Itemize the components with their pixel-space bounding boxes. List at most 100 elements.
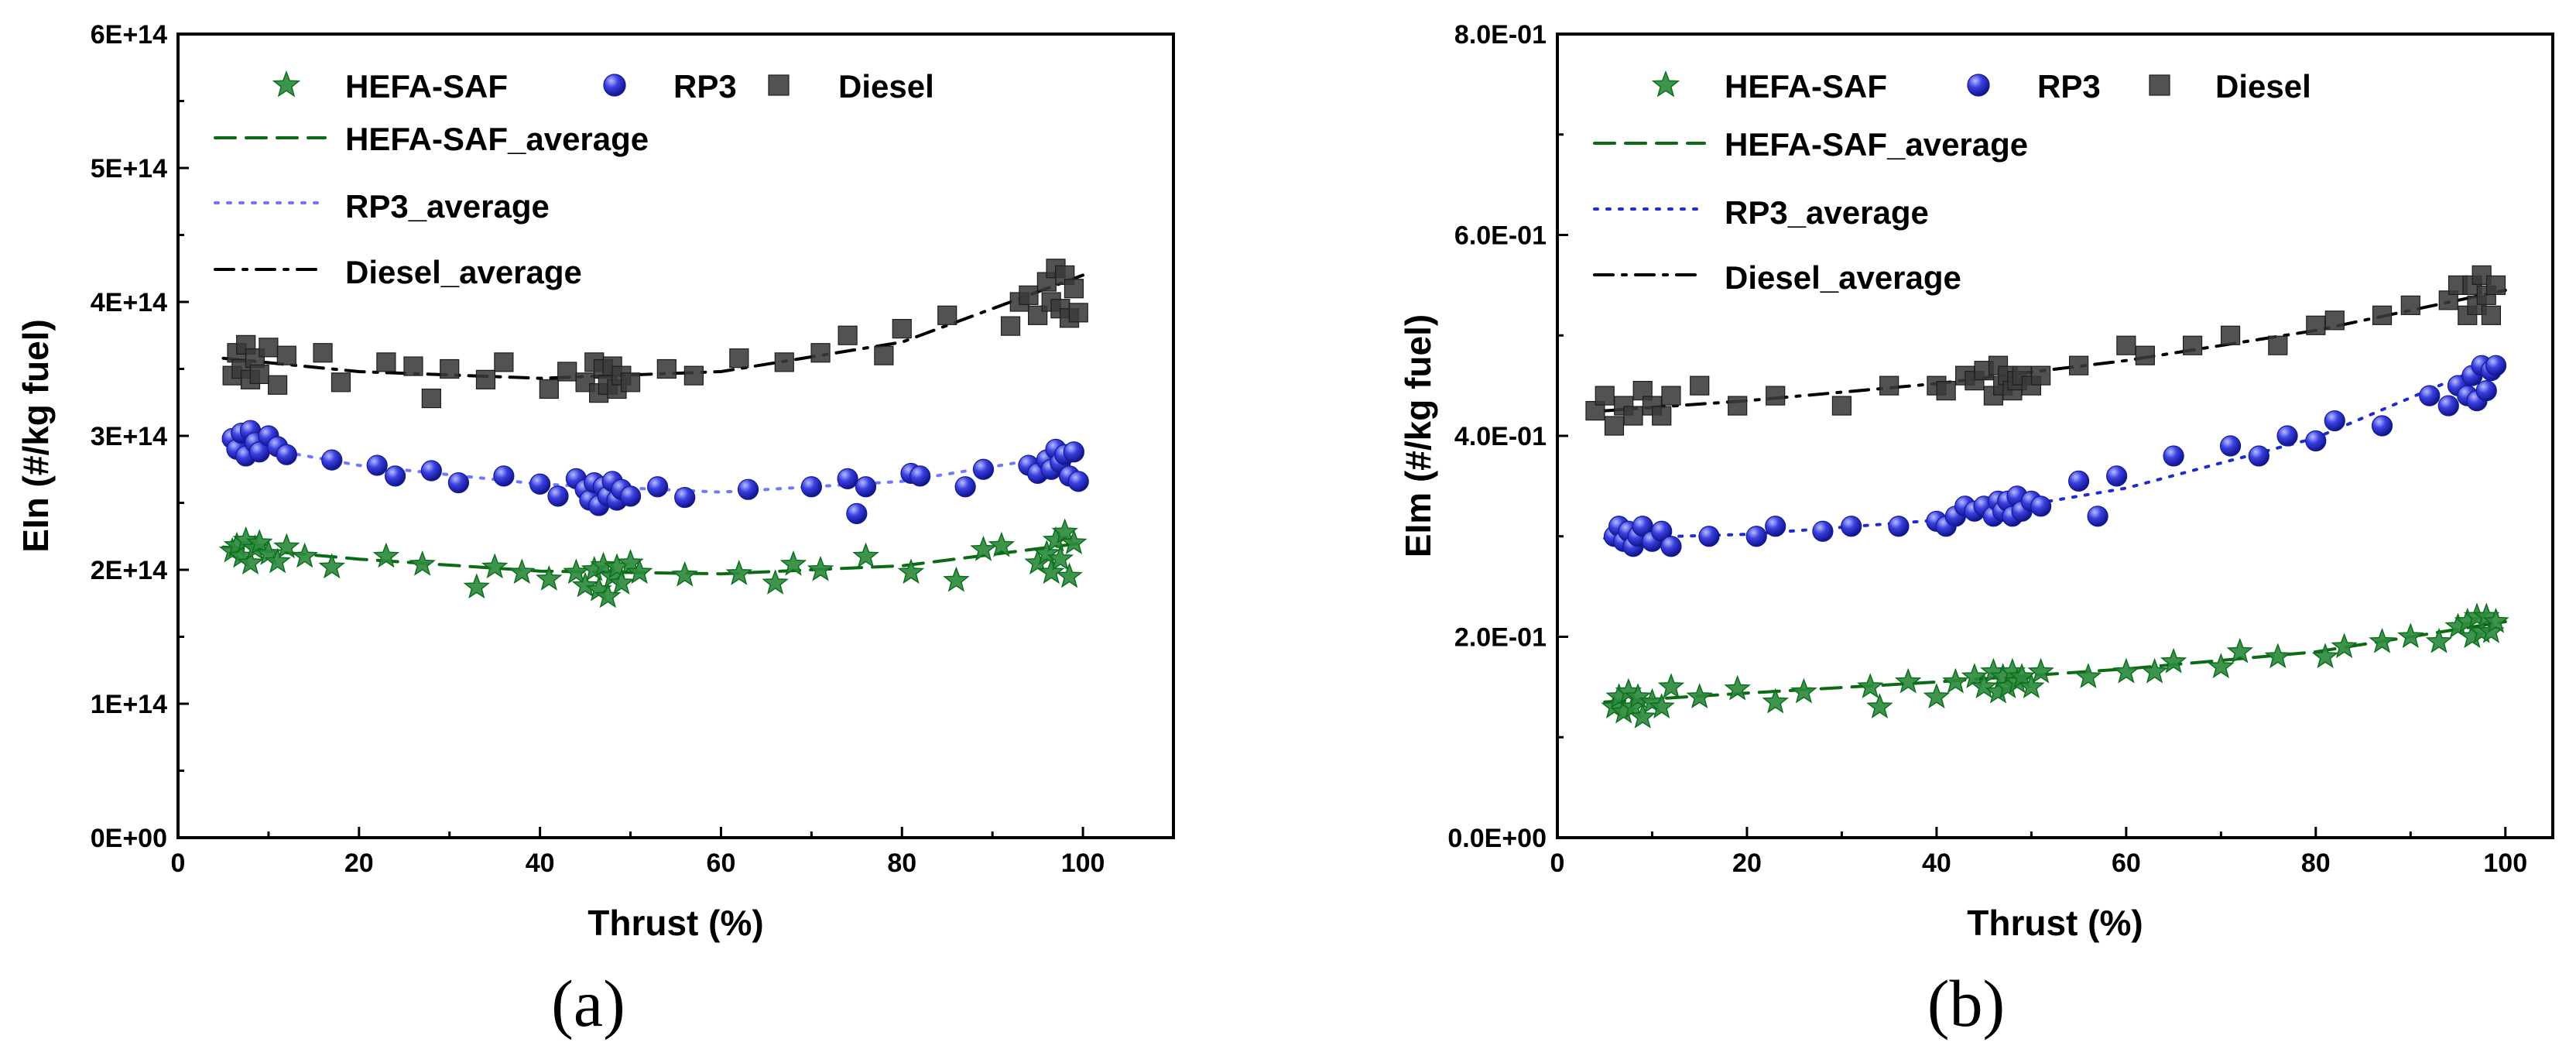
rp3-point [619,485,642,507]
legend-label-rp3: RP3 [673,68,737,105]
y-tick-label: 5E+14 [91,154,167,183]
hefa-saf-point [970,535,997,561]
hefa-saf-point [1686,683,1713,709]
hefa-saf-point [1894,667,1922,694]
series-hefa-saf [1601,602,2509,729]
diesel-point [874,345,894,365]
hefa-saf-point [1051,518,1078,544]
rp3-point [2163,445,2184,467]
rp3-point [2276,425,2298,447]
diesel-point [1728,396,1748,416]
panel-label-b: (b) [1927,966,2005,1041]
hefa-saf-point [1648,693,1675,719]
x-tick-label: 0 [171,849,186,878]
rp3-point [2324,410,2345,432]
y-axis-title-b: EIm (#/kg fuel) [1398,314,1438,557]
rp3-point [647,476,669,498]
diesel-point [1068,303,1088,323]
x-tick-label: 40 [1922,849,1951,878]
hefa-saf-point [1970,673,1998,699]
y-tick-label: 1E+14 [91,690,167,719]
diesel-point [2372,305,2393,325]
legend-a: HEFA-SAF RP3 Diesel HEFA-SAF_average RP3… [214,68,934,290]
y-tick-label: 2E+14 [91,556,167,585]
diesel-point [1936,381,1956,401]
legend-label-hefa-saf-average: HEFA-SAF_average [345,121,649,157]
legend-star-icon [1651,70,1680,98]
legend-label-diesel: Diesel [2215,68,2311,105]
diesel-point [2268,335,2288,355]
rp3-point [1698,526,1720,547]
rp3-point [447,471,470,494]
rp3-point [800,476,822,498]
legend-label-hefa-saf: HEFA-SAF [1725,68,1887,105]
hefa-saf-point [1056,562,1083,588]
diesel-point [331,372,351,393]
average-line-diesel-average [1603,288,2507,413]
x-tick-label: 0 [1550,849,1565,878]
rp3-point [2419,385,2441,406]
hefa-saf-point [762,569,789,595]
hefa-saf-point [2160,647,2187,674]
diesel-point [249,364,269,385]
legend-square-icon [2149,74,2170,96]
diesel-point [313,343,333,363]
rp3-point [954,476,976,498]
hefa-saf-point [409,550,436,576]
diesel-point [1652,406,1672,426]
diesel-point [440,358,460,379]
diesel-point [2182,335,2203,355]
hefa-saf-point [2008,663,2036,689]
diesel-point [810,343,831,363]
diesel-point [1019,285,1039,305]
rp3-point [674,486,696,509]
hefa-saf-point [264,547,291,574]
rp3-point [321,449,343,471]
x-tick-label: 60 [707,849,736,878]
axis-ticks-a: 0 20 40 60 80 100 0E+00 1E+14 2E+14 3E+14 4E+14 5E+… [91,20,1105,878]
y-axis-title-a: EIn (#/kg fuel) [15,319,56,553]
rp3-point [1812,520,1834,542]
hefa-saf-point [1060,529,1088,555]
diesel-point [1690,375,1710,396]
hefa-saf-point [1762,687,1789,714]
rp3-point [909,465,931,487]
average-line-diesel-average [221,273,1085,380]
diesel-point [1661,386,1681,406]
rp3-point [1063,441,1085,463]
hefa-saf-point [2369,627,2396,653]
diesel-point [774,352,794,372]
hefa-saf-point [2331,633,2358,659]
hefa-saf-point [508,558,536,585]
plot-area-a [218,259,1089,609]
series-rp3 [221,420,1089,524]
hefa-saf-point [2027,657,2054,684]
hefa-saf-point [594,582,622,609]
hefa-saf-point [1790,677,1817,704]
rp3-point [837,468,858,489]
diesel-point [838,325,858,345]
diesel-point [268,375,288,395]
axis-ticks-b: 0 20 40 60 80 100 0.0E+00 2.0E-01 4.0E-01 6.0E-01… [1447,20,2527,878]
x-tick-label: 20 [1732,849,1762,878]
hefa-saf-point [1923,683,1951,709]
hefa-saf-point [2226,637,2254,663]
hefa-saf-point [1033,540,1060,565]
diesel-point [1595,386,1615,406]
rp3-point [276,444,297,465]
series-diesel [222,259,1088,409]
hefa-saf-point [2397,622,2424,649]
diesel-point [403,356,423,376]
y-tick-label: 4E+14 [91,288,167,317]
y-tick-label: 0.0E+00 [1447,824,1547,853]
hefa-saf-point [372,542,400,568]
hefa-saf-point [2074,663,2102,689]
diesel-point [2485,275,2506,295]
rp3-point [737,478,759,500]
rp3-point [2485,355,2507,376]
hefa-saf-point [1624,683,1652,709]
diesel-point [2400,295,2420,315]
diesel-point [656,358,677,379]
rp3-point [529,473,551,495]
